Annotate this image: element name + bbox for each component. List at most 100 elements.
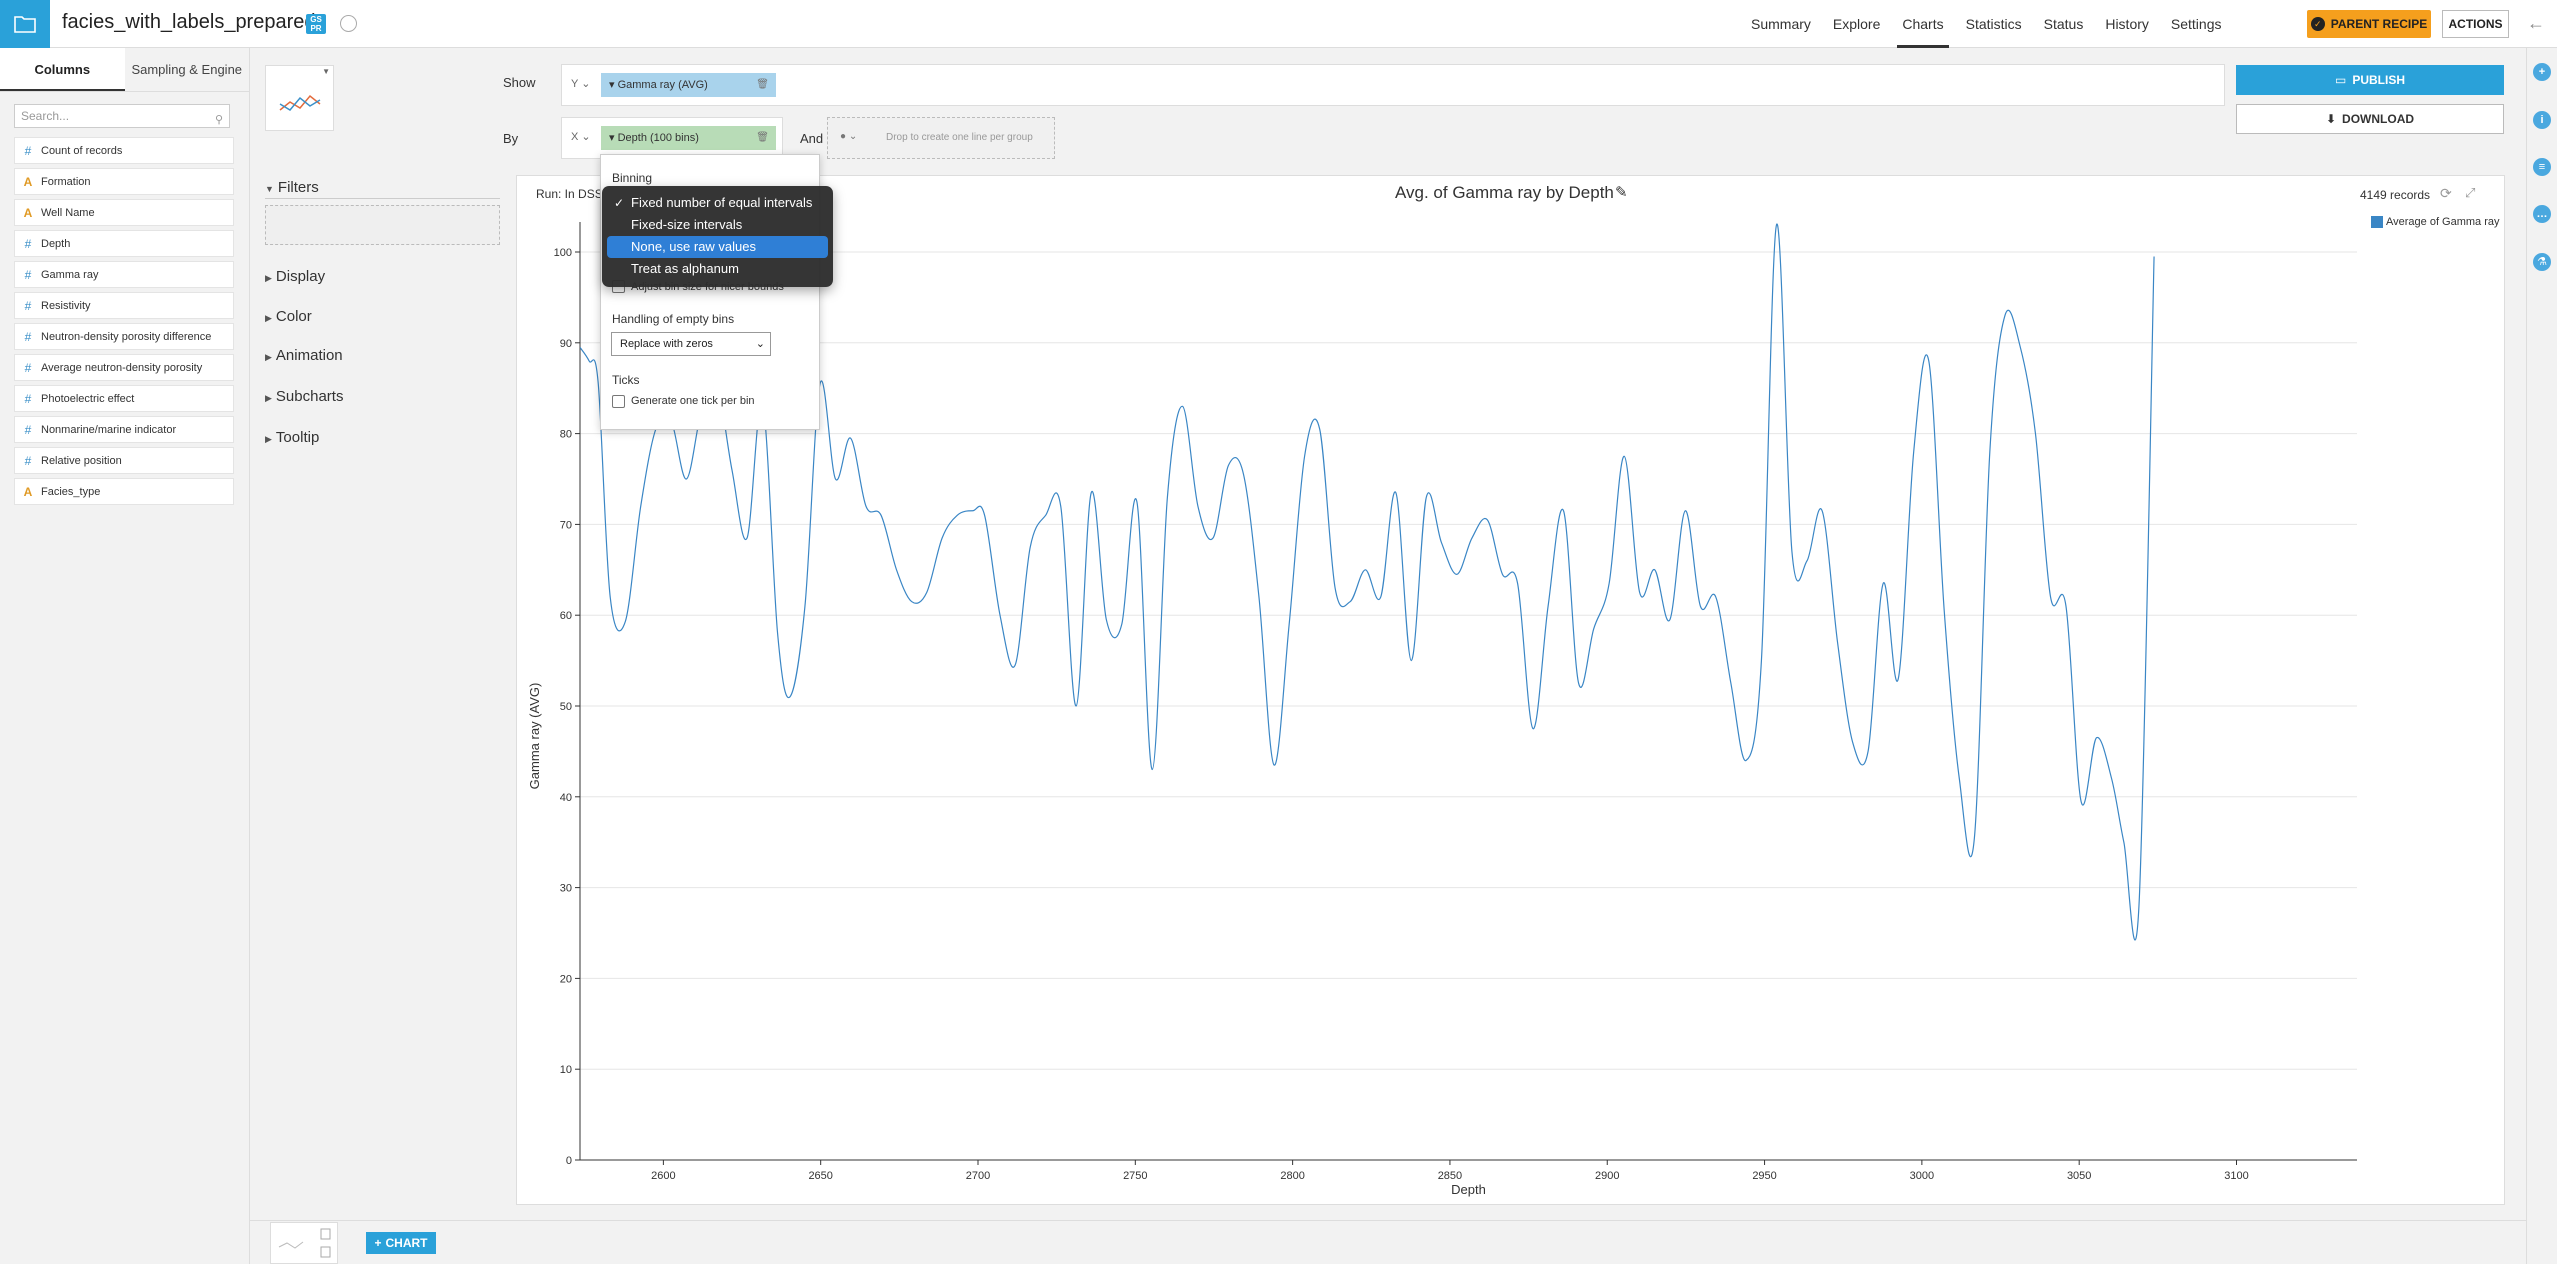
info-icon[interactable]	[340, 15, 357, 32]
y-axis-selector[interactable]: Y ⌄	[571, 78, 591, 90]
nav-explore[interactable]: Explore	[1832, 16, 1881, 32]
section-filters[interactable]: ▼ Filters	[265, 179, 319, 196]
legend-swatch	[2371, 216, 2383, 228]
numeric-type-icon: #	[24, 391, 32, 406]
x-dimension-pill[interactable]: ▾ Depth (100 bins) 🗑	[601, 126, 776, 150]
trash-icon[interactable]: 🗑	[756, 132, 769, 143]
section-display[interactable]: ▶ Display	[265, 268, 325, 285]
option-label: Fixed-size intervals	[631, 217, 743, 232]
binning-option-alphanum[interactable]: Treat as alphanum	[607, 258, 828, 280]
section-label: Tooltip	[275, 429, 320, 446]
x-axis-selector[interactable]: X ⌄	[571, 131, 591, 143]
checkmark-icon: ✓	[614, 196, 625, 210]
tab-columns[interactable]: Columns	[0, 48, 125, 91]
info-circle-icon[interactable]: i	[2533, 111, 2551, 129]
column-name: Well Name	[41, 206, 95, 219]
y-measure-pill[interactable]: ▾ Gamma ray (AVG) 🗑	[601, 73, 776, 97]
section-label: Filters	[277, 179, 319, 196]
column-item[interactable]: # Neutron-density porosity difference	[14, 323, 234, 350]
column-item[interactable]: A Formation	[14, 168, 234, 195]
option-label: None, use raw values	[631, 239, 757, 254]
column-search-input[interactable]: Search... ⚲	[14, 104, 230, 128]
tab-sampling-engine[interactable]: Sampling & Engine	[131, 62, 243, 77]
record-count: 4149 records	[2360, 188, 2431, 202]
section-label: Display	[275, 268, 326, 285]
column-item[interactable]: # Average neutron-density porosity	[14, 354, 234, 381]
column-name: Average neutron-density porosity	[41, 361, 203, 374]
column-name: Gamma ray	[41, 268, 99, 281]
numeric-type-icon: #	[24, 143, 32, 158]
project-folder-icon[interactable]	[0, 0, 50, 48]
chevron-down-icon: ⌄	[755, 338, 765, 350]
group-drop-zone[interactable]: ● ⌄ Drop to create one line per group	[827, 117, 1055, 159]
binning-option-fixed-size[interactable]: Fixed-size intervals	[607, 214, 828, 236]
publish-button[interactable]: ▭ PUBLISH	[2236, 65, 2504, 95]
x-dimension-label: Depth (100 bins)	[617, 132, 699, 144]
column-item[interactable]: # Resistivity	[14, 292, 234, 319]
text-type-icon: A	[23, 205, 33, 220]
column-item[interactable]: # Relative position	[14, 447, 234, 474]
lab-icon[interactable]: ⚗	[2533, 253, 2551, 271]
nav-summary[interactable]: Summary	[1751, 16, 1811, 32]
collapse-arrow-icon[interactable]: ←	[2527, 13, 2545, 33]
recipe-icon: ✓	[2310, 17, 2325, 31]
chart-type-selector[interactable]: ▼	[265, 65, 334, 131]
column-item[interactable]: A Well Name	[14, 199, 234, 226]
expand-icon[interactable]: ⤢	[2465, 185, 2476, 200]
add-chart-button[interactable]: + CHART	[366, 1232, 436, 1254]
y-axis-label: Y	[571, 78, 579, 90]
nav-settings[interactable]: Settings	[2170, 16, 2222, 32]
numeric-type-icon: #	[24, 298, 32, 313]
dataset-type-badge: GS PR	[306, 14, 326, 34]
column-item[interactable]: # Gamma ray	[14, 261, 234, 288]
download-button[interactable]: ⬇ DOWNLOAD	[2236, 104, 2504, 134]
chart-legend[interactable]: Average of Gamma ray	[2371, 216, 2500, 228]
trash-icon[interactable]: 🗑	[756, 79, 769, 90]
group-drop-text: Drop to create one line per group	[886, 132, 1033, 143]
chat-icon[interactable]: ≡	[2533, 158, 2551, 176]
nav-status[interactable]: Status	[2043, 16, 2084, 32]
empty-bins-select[interactable]: Replace with zeros ⌄	[611, 332, 771, 356]
column-item[interactable]: # Count of records	[14, 137, 234, 164]
column-name: Nonmarine/marine indicator	[41, 423, 177, 436]
filters-drop-zone[interactable]	[265, 205, 500, 245]
binning-option-raw-values[interactable]: None, use raw values	[607, 236, 828, 258]
binning-title: Binning	[612, 171, 653, 185]
nav-history[interactable]: History	[2105, 16, 2149, 32]
section-label: Subcharts	[275, 388, 344, 405]
legend-label: Average of Gamma ray	[2386, 216, 2500, 228]
refresh-icon[interactable]: ⟳	[2440, 185, 2452, 201]
plus-icon[interactable]: +	[2533, 63, 2551, 81]
caret-right-icon: ▶	[265, 434, 272, 444]
section-label: Color	[275, 308, 312, 325]
caret-right-icon: ▶	[265, 352, 272, 362]
dataset-title[interactable]: facies_with_labels_prepared	[62, 11, 316, 33]
section-animation[interactable]: ▶ Animation	[265, 347, 343, 364]
option-label: Treat as alphanum	[631, 261, 739, 276]
nav-charts[interactable]: Charts	[1891, 0, 1954, 48]
line-chart-type-icon	[279, 94, 321, 111]
top-header: facies_with_labels_prepared GS PR Summar…	[0, 0, 2557, 48]
parent-recipe-button[interactable]: ✓ PARENT RECIPE	[2307, 10, 2431, 38]
actions-button[interactable]: ACTIONS	[2442, 10, 2509, 38]
search-placeholder: Search...	[21, 109, 70, 123]
ticks-checkbox[interactable]	[612, 395, 625, 408]
chart-thumbnail-icon	[278, 1228, 331, 1258]
column-name: Relative position	[41, 454, 122, 467]
section-tooltip[interactable]: ▶ Tooltip	[265, 429, 319, 446]
discussion-icon[interactable]: …	[2533, 205, 2551, 223]
column-item[interactable]: # Photoelectric effect	[14, 385, 234, 412]
column-item[interactable]: A Facies_type	[14, 478, 234, 505]
column-item[interactable]: # Depth	[14, 230, 234, 257]
binning-option-equal-intervals[interactable]: ✓ Fixed number of equal intervals	[607, 192, 828, 214]
nav-statistics[interactable]: Statistics	[1965, 16, 2022, 32]
pencil-icon[interactable]: ✎	[1615, 184, 1628, 201]
section-color[interactable]: ▶ Color	[265, 308, 312, 325]
column-item[interactable]: # Nonmarine/marine indicator	[14, 416, 234, 443]
chart-title[interactable]: Avg. of Gamma ray by Depth	[1395, 183, 1614, 202]
chart-tab-thumbnail[interactable]	[270, 1222, 338, 1264]
column-name: Neutron-density porosity difference	[41, 330, 212, 343]
numeric-type-icon: #	[24, 453, 32, 468]
section-subcharts[interactable]: ▶ Subcharts	[265, 388, 343, 405]
numeric-type-icon: #	[24, 236, 32, 251]
